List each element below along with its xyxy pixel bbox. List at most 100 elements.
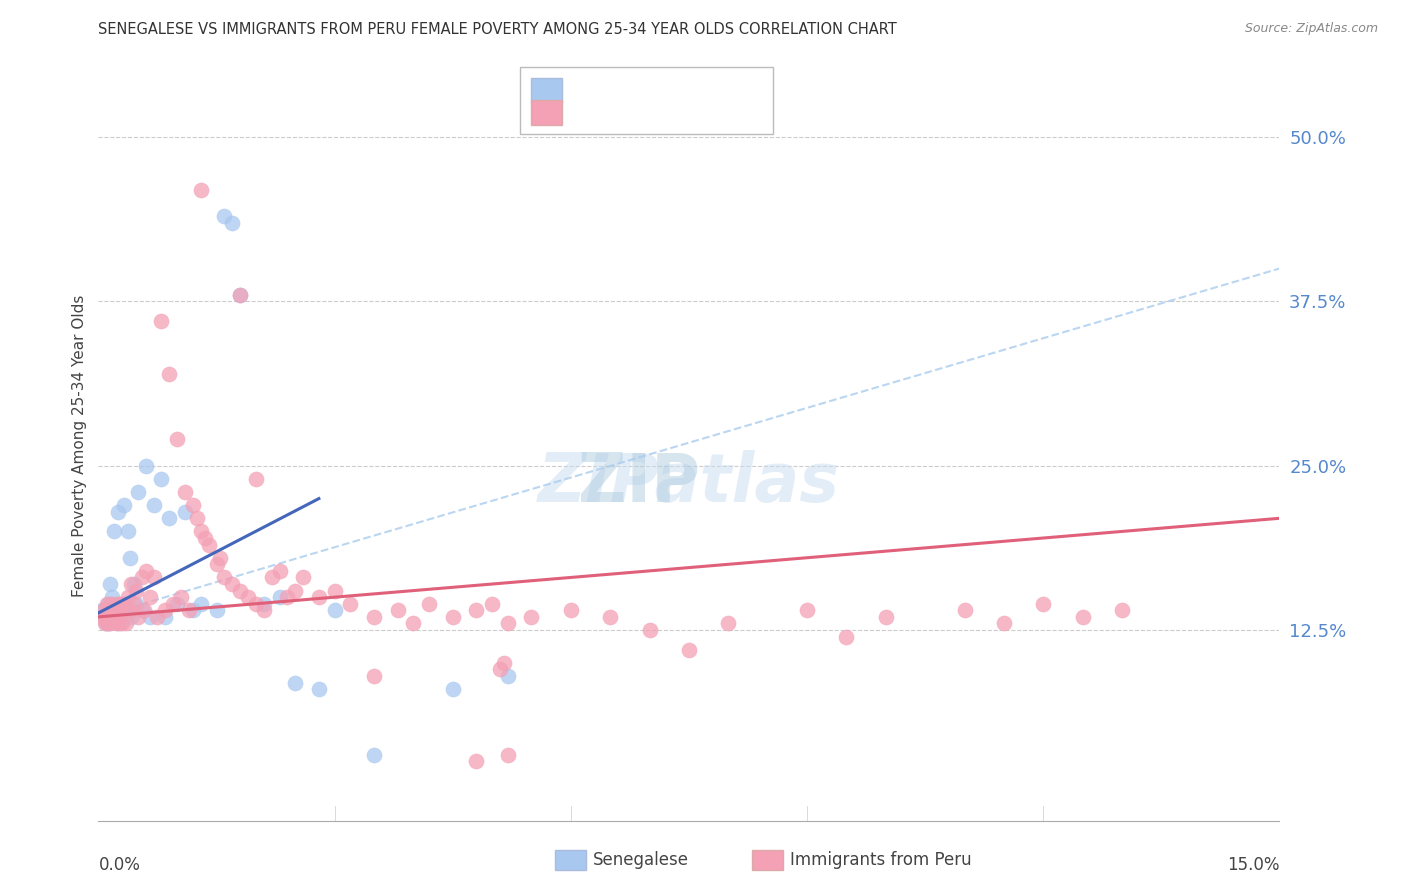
Point [496,616,519,631]
Point [205,558,228,572]
Point [125,597,148,611]
Point [260,570,283,584]
Point [308,682,330,697]
Point [132,603,155,617]
Text: R =: R = [574,103,610,121]
Point [117,590,139,604]
Text: 0.0%: 0.0% [98,856,141,874]
Point [131,570,153,584]
Point [253,603,276,617]
Point [835,630,858,644]
Point [190,597,212,611]
Point [96,610,118,624]
Point [284,583,307,598]
Point [197,538,219,552]
Point [125,583,148,598]
Point [186,511,208,525]
Point [245,472,267,486]
Point [94,610,117,624]
Point [496,669,519,683]
Point [122,577,145,591]
Point [96,616,118,631]
Point [97,616,120,631]
Text: 51: 51 [700,81,723,99]
Point [98,577,121,591]
Point [269,564,291,578]
Point [221,577,243,591]
Point [112,498,135,512]
Point [599,610,621,624]
Text: N =: N = [665,81,702,99]
Point [953,603,976,617]
Point [190,183,212,197]
Point [138,590,160,604]
Point [245,597,267,611]
Point [96,616,118,631]
Point [98,603,121,617]
Point [142,570,165,584]
Text: Source: ZipAtlas.com: Source: ZipAtlas.com [1244,22,1378,36]
Point [323,603,346,617]
Point [363,669,385,683]
Point [121,610,143,624]
Point [560,603,582,617]
Point [276,590,298,604]
Point [91,610,114,624]
Point [1111,603,1133,617]
Point [157,511,180,525]
Point [135,458,157,473]
Point [127,485,149,500]
Point [100,597,122,611]
Point [118,603,141,617]
Point [162,597,184,611]
Point [101,610,124,624]
Point [214,570,236,584]
Point [796,603,818,617]
Point [308,590,330,604]
Point [157,367,180,381]
Point [269,590,291,604]
Point [221,215,243,229]
Point [190,524,212,539]
Point [98,616,121,631]
Point [174,485,197,500]
Point [205,603,228,617]
Point [93,603,115,617]
Point [166,433,188,447]
Point [110,616,132,631]
Point [142,498,165,512]
Point [520,610,543,624]
Point [155,603,177,617]
Point [678,642,700,657]
Point [107,603,129,617]
Point [492,656,515,670]
Text: 90: 90 [700,103,723,121]
Point [108,603,131,617]
Point [638,623,661,637]
Point [229,583,252,598]
Text: ZIP: ZIP [578,450,700,516]
Point [97,616,120,631]
Point [214,209,236,223]
Point [166,597,188,611]
Point [100,597,122,611]
Point [97,597,120,611]
Point [135,564,157,578]
Point [993,616,1015,631]
Text: 0.154: 0.154 [612,81,664,99]
Point [98,610,121,624]
Point [284,675,307,690]
Point [236,590,259,604]
Point [111,616,134,631]
Point [418,597,440,611]
Point [107,505,129,519]
Point [101,603,124,617]
Point [121,577,143,591]
Point [111,597,134,611]
Point [112,597,135,611]
Point [441,610,464,624]
Point [174,505,197,519]
Text: N =: N = [665,103,702,121]
Text: 15.0%: 15.0% [1227,856,1279,874]
Point [363,610,385,624]
